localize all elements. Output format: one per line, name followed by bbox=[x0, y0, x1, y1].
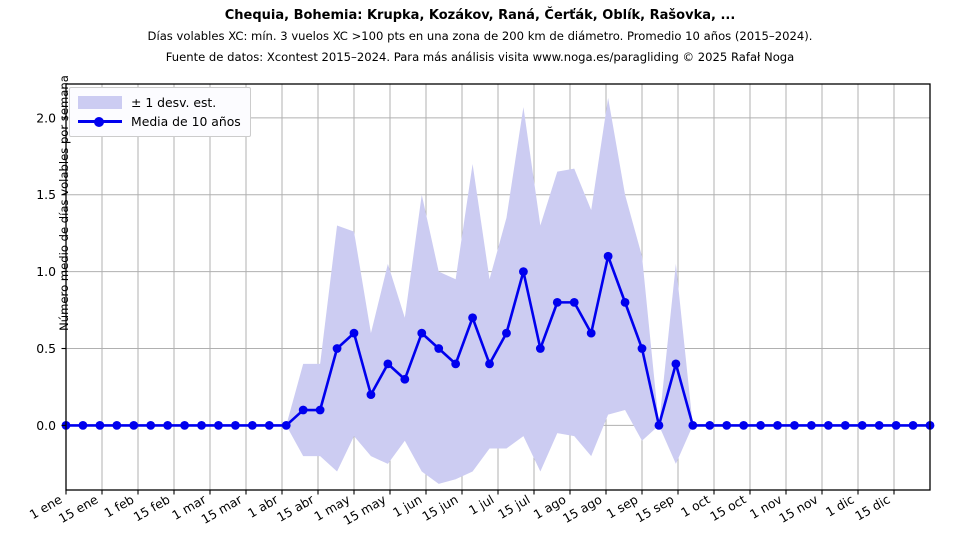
legend-item-band: ± 1 desv. est. bbox=[78, 93, 241, 112]
legend-label-band: ± 1 desv. est. bbox=[131, 95, 217, 110]
svg-text:1.0: 1.0 bbox=[36, 264, 56, 279]
chart-source-note: Fuente de datos: Xcontest 2015–2024. Par… bbox=[165, 49, 795, 64]
legend-item-mean: Media de 10 años bbox=[78, 112, 241, 131]
chart-title: Chequia, Bohemia: Krupka, Kozákov, Raná,… bbox=[224, 8, 736, 23]
y-tick-labels: 0.0 0.5 1.0 1.5 2.0 bbox=[36, 110, 56, 433]
svg-text:15 dic: 15 dic bbox=[852, 492, 892, 524]
svg-text:1 feb: 1 feb bbox=[102, 492, 137, 521]
svg-text:15 jul: 15 jul bbox=[495, 492, 532, 522]
svg-text:15 jun: 15 jun bbox=[419, 492, 460, 524]
svg-text:15 sep: 15 sep bbox=[633, 492, 677, 526]
svg-text:15 ene: 15 ene bbox=[56, 492, 101, 526]
svg-text:15 nov: 15 nov bbox=[776, 492, 820, 526]
title-block: Chequia, Bohemia: Krupka, Kozákov, Raná,… bbox=[0, 0, 960, 63]
chart-subtitle: Días volables XC: mín. 3 vuelos XC >100 … bbox=[147, 29, 813, 43]
svg-text:15 ago: 15 ago bbox=[560, 492, 605, 526]
mean-line bbox=[64, 254, 932, 427]
svg-text:1 jul: 1 jul bbox=[466, 492, 497, 518]
svg-text:1 oct: 1 oct bbox=[678, 492, 713, 521]
legend-label-mean: Media de 10 años bbox=[131, 114, 241, 129]
svg-text:2.0: 2.0 bbox=[36, 110, 56, 125]
svg-text:0.5: 0.5 bbox=[36, 341, 56, 356]
band-swatch-icon bbox=[78, 96, 122, 109]
axes-frame bbox=[61, 83, 931, 495]
mean-markers bbox=[61, 251, 935, 430]
svg-text:1.5: 1.5 bbox=[36, 187, 56, 202]
svg-text:15 oct: 15 oct bbox=[707, 492, 748, 525]
svg-text:1 dic: 1 dic bbox=[823, 492, 857, 520]
svg-text:15 mar: 15 mar bbox=[198, 491, 245, 527]
svg-text:0.0: 0.0 bbox=[36, 418, 56, 433]
line-swatch-icon bbox=[78, 115, 122, 128]
svg-text:15 feb: 15 feb bbox=[131, 492, 173, 525]
svg-text:1 jun: 1 jun bbox=[390, 492, 424, 520]
svg-text:15 abr: 15 abr bbox=[274, 491, 317, 525]
chart-legend: ± 1 desv. est. Media de 10 años bbox=[69, 87, 251, 137]
std-dev-band bbox=[66, 97, 930, 484]
